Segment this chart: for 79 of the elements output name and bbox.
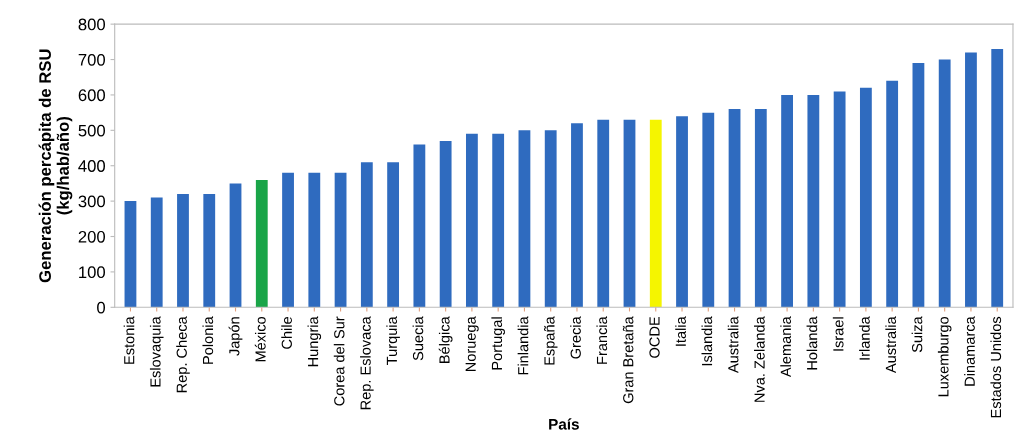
x-tick-label: Turquia <box>386 316 400 365</box>
bar <box>807 94 820 308</box>
x-tick-label: Dinamarca <box>964 316 975 386</box>
bar <box>991 48 1004 308</box>
y-tick-label: 200 <box>78 230 106 243</box>
bar <box>859 87 872 308</box>
x-tick-label: Bélgica <box>438 316 453 363</box>
bar <box>571 123 583 308</box>
x-tick-label: Australia <box>727 316 739 374</box>
x-tick-label: Finlandia <box>517 316 529 375</box>
x-tick-label: Italia <box>675 316 686 346</box>
x-tick-label: Israel <box>832 317 844 351</box>
bar <box>308 172 321 308</box>
x-tick-label: Alemania <box>780 316 791 378</box>
bar <box>597 119 610 308</box>
x-tick-label: Nva. Zelanda <box>754 316 765 402</box>
bar <box>518 130 531 308</box>
x-tick-label: Suiza <box>911 316 923 353</box>
bar <box>177 194 189 308</box>
x-tick-label: Grecia <box>570 316 581 359</box>
y-axis-title: Generación percápita de RSU (kg/hab/año) <box>38 49 73 283</box>
x-tick-label: Polonia <box>202 316 214 364</box>
bar <box>229 183 242 308</box>
bar <box>439 140 452 308</box>
bar <box>781 94 793 308</box>
bar <box>150 197 163 308</box>
x-tick-label: Luxemburgo <box>937 316 952 397</box>
y-tick-label: 300 <box>78 195 106 208</box>
x-tick-label: Eslovaquia <box>149 316 164 387</box>
bar <box>387 162 400 308</box>
bar <box>965 52 977 308</box>
bar <box>938 59 951 308</box>
bar <box>912 63 925 308</box>
bar <box>702 112 715 308</box>
y-tick-label: 400 <box>78 160 106 172</box>
x-tick-label: Islandia <box>701 316 713 366</box>
x-axis-title: País <box>549 418 579 430</box>
x-tick-label: Rep. Eslovaca <box>360 316 374 410</box>
y-tick-label: 800 <box>78 18 106 31</box>
bar <box>413 144 426 308</box>
bar <box>203 194 216 308</box>
bar <box>728 109 741 308</box>
x-tick-label: Estados Unidos <box>990 316 1002 418</box>
x-tick-label: México <box>254 316 266 362</box>
bar <box>886 80 899 308</box>
bar <box>360 162 373 308</box>
bar <box>649 119 662 308</box>
y-tick-label: 100 <box>79 266 106 279</box>
x-tick-label: Gran Bretaña <box>622 316 634 404</box>
y-tick-label: 600 <box>78 89 106 102</box>
x-tick-label: Japón <box>228 317 243 356</box>
bar <box>124 201 137 308</box>
x-tick-label: Chile <box>281 316 292 349</box>
x-tick-label: Suecia <box>412 316 424 361</box>
x-tick-label: Rep. Checa <box>176 316 190 393</box>
x-tick-label: Holanda <box>806 316 818 370</box>
x-tick-label: Estonia <box>123 316 135 364</box>
bar <box>465 133 478 308</box>
bar <box>334 172 347 308</box>
x-tick-label: Noruega <box>465 316 479 372</box>
x-tick-label: Hungria <box>307 316 322 367</box>
bar <box>754 109 767 308</box>
bar <box>255 179 268 308</box>
bar <box>282 172 294 308</box>
y-tick-label: 700 <box>78 53 106 66</box>
x-tick-label: OCDE <box>649 316 660 358</box>
y-tick-label: 0 <box>97 301 106 314</box>
x-tick-label: Corea del Sur <box>333 316 345 406</box>
bar <box>833 91 846 308</box>
x-tick-label: Irlanda <box>859 316 870 360</box>
x-tick-label: Francia <box>596 316 608 364</box>
bar <box>492 133 505 308</box>
x-tick-label: España <box>544 316 558 365</box>
bar <box>544 130 557 308</box>
x-tick-label: Portugal <box>491 317 505 370</box>
y-tick-label: 500 <box>78 124 106 137</box>
x-tick-label: Australia <box>885 316 897 374</box>
bar <box>676 116 688 308</box>
bar <box>623 119 636 308</box>
